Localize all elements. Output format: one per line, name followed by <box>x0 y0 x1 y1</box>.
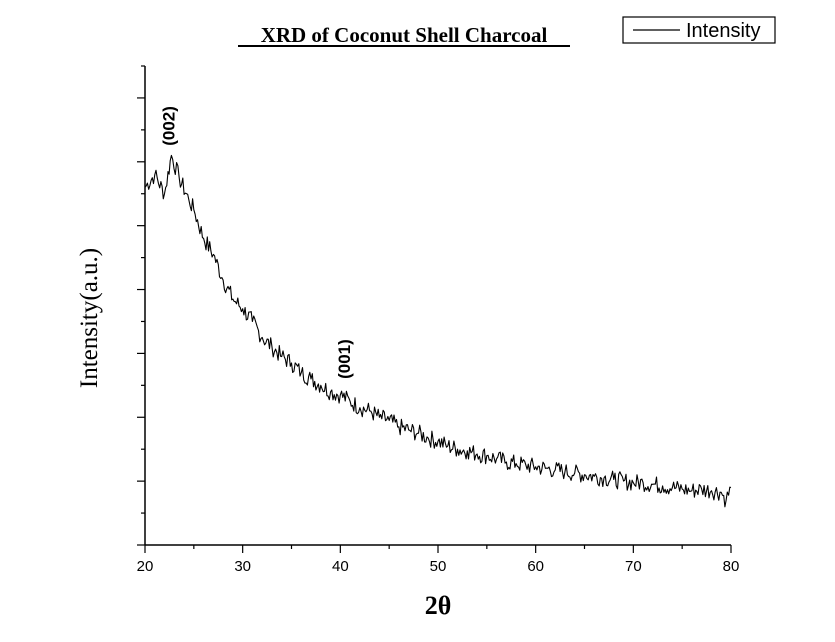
legend-box <box>622 16 776 44</box>
x-tick-label: 20 <box>137 558 154 575</box>
series-line-intensity <box>144 154 732 508</box>
y-axis-title: Intensity(a.u.) <box>76 248 103 388</box>
peak-annotation-label: (001) <box>335 339 354 379</box>
legend-label: Intensity <box>686 20 760 42</box>
x-tick-label: 30 <box>234 558 251 575</box>
chart-title: XRD of Coconut Shell Charcoal <box>261 23 548 47</box>
peak-annotation-label: (002) <box>159 106 178 146</box>
peak-annotations: (002) (001) <box>159 106 354 379</box>
x-tick-label: 40 <box>332 558 349 575</box>
x-axis-tick-labels: 20 30 40 50 60 70 80 <box>137 558 740 575</box>
y-axis-ticks <box>137 65 145 546</box>
x-axis-title: 2θ <box>425 591 452 620</box>
x-tick-label: 80 <box>723 558 740 575</box>
x-tick-label: 60 <box>527 558 544 575</box>
legend: Intensity <box>622 16 776 44</box>
x-tick-label: 70 <box>625 558 642 575</box>
x-tick-label: 50 <box>430 558 447 575</box>
x-axis-ticks <box>144 545 732 553</box>
